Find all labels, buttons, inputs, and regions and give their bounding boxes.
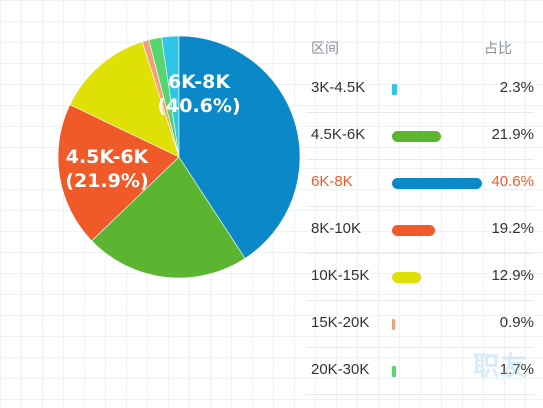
legend-row-20k-30k[interactable]: 20K-30K 1.7%	[306, 347, 534, 395]
legend-percent-value: 40.6%	[491, 173, 534, 190]
pie-slice-6k-8k[interactable]	[178, 35, 300, 259]
legend-percent-value: 12.9%	[491, 267, 534, 284]
legend-range-label: 15K-20K	[311, 314, 370, 331]
legend-share-bar	[392, 131, 441, 142]
legend-percent-value: 1.7%	[499, 361, 534, 378]
legend-percent-value: 21.9%	[491, 126, 534, 143]
legend-range-label: 20K-30K	[311, 361, 370, 378]
legend-percent-value: 19.2%	[491, 220, 534, 237]
legend-row-15k-20k[interactable]: 15K-20K 0.9%	[306, 300, 534, 348]
legend-share-bar	[392, 225, 435, 236]
legend-range-label: 8K-10K	[311, 220, 362, 237]
legend-range-label: 3K-4.5K	[311, 79, 366, 96]
legend-range-label: 4.5K-6K	[311, 126, 366, 143]
percent-column-header: 占比	[484, 40, 512, 56]
legend-row-3k-4.5k[interactable]: 3K-4.5K 2.3%	[306, 65, 534, 113]
legend-percent-value: 0.9%	[499, 314, 534, 331]
legend-share-bar	[392, 366, 396, 377]
legend-range-label: 6K-8K	[311, 173, 353, 190]
legend-share-bar	[392, 319, 395, 330]
slice-label-6k-8k: 6K-8K (40.6%)	[157, 71, 240, 117]
pie-slice-10k-15k[interactable]	[69, 41, 180, 158]
legend-row-10k-15k[interactable]: 10K-15K 12.9%	[306, 253, 534, 301]
legend-share-bar	[392, 178, 482, 189]
legend-share-bar	[392, 84, 398, 95]
range-column-header: 区间	[311, 40, 339, 56]
salary-pie-chart: 4.5K-6K (21.9%)6K-8K (40.6%)	[57, 35, 300, 279]
slice-label-4.5k-6k: 4.5K-6K (21.9%)	[65, 146, 149, 192]
legend-row-6k-8k[interactable]: 6K-8K 40.6%	[306, 159, 534, 207]
legend-row-8k-10k[interactable]: 8K-10K 19.2%	[306, 206, 534, 254]
legend-share-bar	[392, 272, 421, 283]
legend-row-4.5k-6k[interactable]: 4.5K-6K 21.9%	[306, 112, 534, 160]
legend-percent-value: 2.3%	[499, 79, 534, 96]
pie-slice-4.5k-6k[interactable]	[91, 156, 246, 279]
pie-slice-8k-10k[interactable]	[57, 104, 180, 242]
legend-range-label: 10K-15K	[311, 267, 370, 284]
watermark-logo: 职友	[473, 351, 530, 381]
